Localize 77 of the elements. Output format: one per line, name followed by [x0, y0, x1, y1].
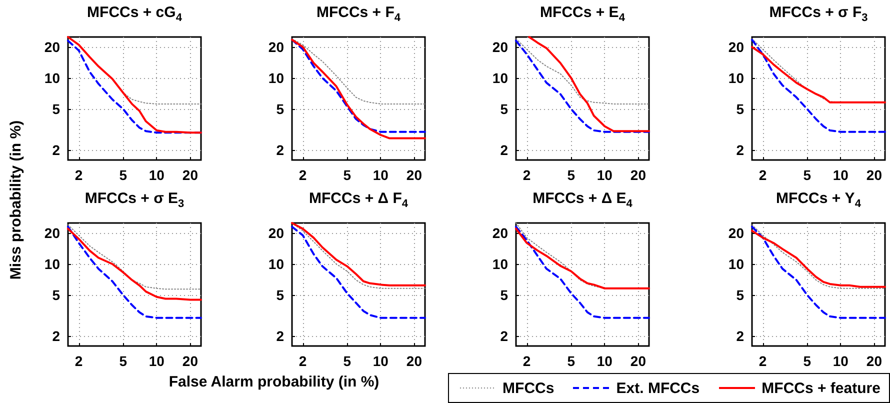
- y-tick-label: 10: [268, 70, 284, 86]
- y-tick-label: 10: [492, 256, 508, 272]
- x-tick-label: 5: [343, 167, 352, 183]
- x-tick-label: 5: [119, 167, 128, 183]
- x-tick-label: 20: [866, 353, 882, 369]
- x-tick-label: 2: [74, 167, 83, 183]
- x-tick-label: 20: [406, 167, 422, 183]
- x-tick-label: 2: [522, 167, 531, 183]
- x-tick-label: 5: [803, 167, 812, 183]
- y-tick-label: 5: [500, 287, 508, 304]
- y-tick-label: 2: [736, 328, 744, 344]
- y-tick-label: 2: [52, 328, 60, 344]
- y-tick-label: 2: [52, 142, 60, 158]
- x-tick-label: 2: [758, 353, 767, 369]
- x-tick-label: 20: [630, 167, 646, 183]
- x-tick-label: 5: [803, 353, 812, 369]
- x-tick-label: 10: [148, 167, 165, 183]
- y-tick-label: 10: [492, 70, 508, 86]
- x-tick-label: 2: [522, 353, 531, 369]
- x-tick-label: 10: [596, 167, 613, 183]
- chart-title: MFCCs + F$_{4}$: [315, 4, 402, 24]
- y-tick-label: 2: [736, 142, 744, 158]
- y-tick-label: 2: [276, 328, 284, 344]
- y-tick-label: 5: [276, 101, 284, 118]
- x-tick-label: 20: [182, 353, 198, 369]
- y-tick-label: 20: [492, 224, 508, 241]
- y-tick-label: 5: [52, 287, 60, 304]
- chart-title: MFCCs + Υ$_{4}$: [775, 190, 862, 210]
- x-tick-label: 5: [567, 353, 576, 369]
- chart-title: MFCCs + Δ F$_{4}$: [308, 190, 409, 210]
- x-tick-label: 2: [298, 353, 307, 369]
- x-axis-title: False Alarm probability (in %): [168, 374, 380, 390]
- y-tick-label: 10: [728, 70, 744, 86]
- legend-label: MFCCs: [502, 380, 554, 396]
- y-tick-label: 20: [492, 38, 508, 55]
- y-tick-label: 5: [736, 101, 744, 118]
- chart-title: MFCCs + σ F$_{3}$: [768, 4, 869, 24]
- y-tick-label: 20: [268, 38, 284, 55]
- legend-label: MFCCs + feature: [762, 380, 880, 396]
- y-tick-label: 5: [276, 287, 284, 304]
- y-tick-label: 2: [500, 142, 508, 158]
- y-tick-label: 20: [44, 38, 60, 55]
- legend-label: Ext. MFCCs: [616, 380, 700, 396]
- y-axis-title: Miss probability (in %): [8, 120, 24, 280]
- x-tick-label: 10: [832, 353, 849, 369]
- x-tick-label: 2: [74, 353, 83, 369]
- y-tick-label: 2: [276, 142, 284, 158]
- y-tick-label: 20: [44, 224, 60, 241]
- x-tick-label: 10: [372, 353, 389, 369]
- chart-title: MFCCs + Δ E$_{4}$: [532, 190, 634, 210]
- y-tick-label: 20: [728, 224, 744, 241]
- x-tick-label: 10: [148, 353, 165, 369]
- y-tick-label: 10: [44, 70, 60, 86]
- chart-title: MFCCs + σ E$_{3}$: [84, 190, 186, 210]
- chart-title: MFCCs + cG$_{4}$: [86, 4, 183, 24]
- x-tick-label: 5: [343, 353, 352, 369]
- x-tick-label: 20: [182, 167, 198, 183]
- y-tick-label: 5: [52, 101, 60, 118]
- x-tick-label: 10: [596, 353, 613, 369]
- y-tick-label: 10: [44, 256, 60, 272]
- x-tick-label: 10: [832, 167, 849, 183]
- y-tick-label: 20: [268, 224, 284, 241]
- y-tick-label: 20: [728, 38, 744, 55]
- chart-title: MFCCs + E$_{4}$: [539, 4, 626, 24]
- x-tick-label: 5: [119, 353, 128, 369]
- y-tick-label: 5: [500, 101, 508, 118]
- x-tick-label: 10: [372, 167, 389, 183]
- x-tick-label: 20: [406, 353, 422, 369]
- x-tick-label: 20: [630, 353, 646, 369]
- x-tick-label: 2: [758, 167, 767, 183]
- x-tick-label: 5: [567, 167, 576, 183]
- x-tick-label: 20: [866, 167, 882, 183]
- x-tick-label: 2: [298, 167, 307, 183]
- y-tick-label: 10: [268, 256, 284, 272]
- y-tick-label: 5: [736, 287, 744, 304]
- y-tick-label: 2: [500, 328, 508, 344]
- y-tick-label: 10: [728, 256, 744, 272]
